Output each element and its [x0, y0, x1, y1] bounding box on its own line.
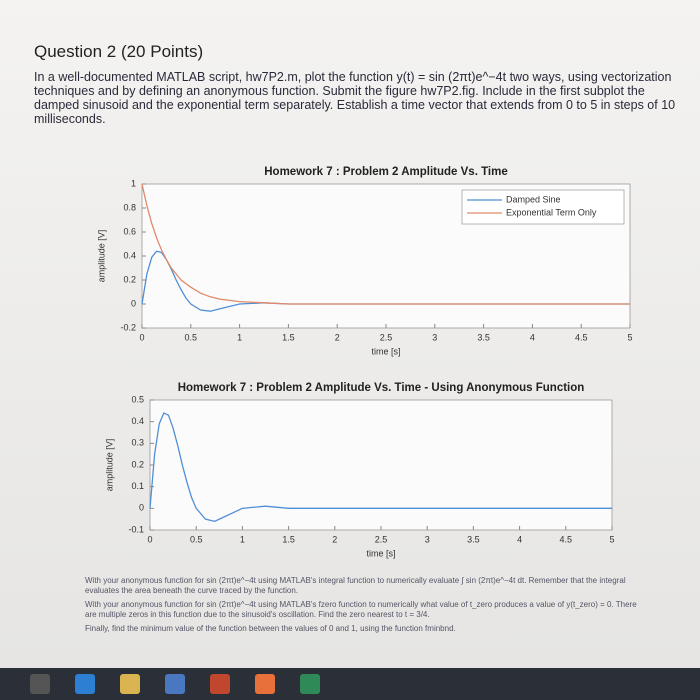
plot-area	[149, 399, 613, 531]
chart-title: Homework 7 : Problem 2 Amplitude Vs. Tim…	[178, 382, 585, 394]
taskbar	[0, 668, 700, 700]
data-line	[141, 183, 630, 305]
x-tick-label: 1.5	[282, 534, 295, 544]
x-tick-label: 2	[335, 332, 340, 342]
y-tick-label: 0.2	[123, 274, 136, 284]
app-icon[interactable]	[255, 674, 275, 694]
document: Question 2 (20 Points) In a well-documen…	[0, 0, 700, 668]
y-tick-label: 0	[139, 503, 144, 513]
y-tick-label: 0.4	[131, 416, 144, 426]
x-tick-label: 3	[432, 332, 437, 342]
x-tick-label: 2.5	[375, 534, 388, 544]
y-tick-label: 0	[131, 298, 136, 308]
x-tick-label: 4.5	[575, 332, 588, 342]
y-tick-label: 1	[131, 178, 136, 188]
y-tick-label: 0.8	[123, 202, 136, 212]
x-tick-label: 1	[240, 534, 245, 544]
x-tick-label: 5	[609, 534, 614, 544]
x-tick-label: 3	[425, 534, 430, 544]
y-axis-label: amplitude [V]	[96, 230, 106, 283]
y-tick-label: 0.6	[123, 226, 136, 236]
x-tick-label: 4.5	[560, 534, 573, 544]
note: With your anonymous function for sin (2π…	[85, 576, 626, 595]
notes: With your anonymous function for sin (2π…	[85, 576, 645, 638]
x-tick-label: 0	[139, 332, 144, 342]
note: With your anonymous function for sin (2π…	[85, 600, 637, 619]
x-tick-label: 4	[530, 332, 535, 342]
note: Finally, find the minimum value of the f…	[85, 624, 456, 633]
x-tick-label: 1	[237, 332, 242, 342]
app-icon[interactable]	[300, 674, 320, 694]
y-axis-label: amplitude [V]	[104, 439, 114, 492]
chart-title: Homework 7 : Problem 2 Amplitude Vs. Tim…	[264, 166, 507, 178]
x-tick-label: 0	[147, 534, 152, 544]
x-tick-label: 3.5	[477, 332, 490, 342]
y-tick-label: -0.2	[120, 322, 136, 332]
x-tick-label: 4	[517, 534, 522, 544]
x-tick-label: 1.5	[282, 332, 295, 342]
y-tick-label: 0.2	[131, 459, 144, 469]
x-axis-label: time [s]	[371, 346, 400, 356]
folder-icon[interactable]	[120, 674, 140, 694]
x-tick-label: 0.5	[190, 534, 203, 544]
start-icon[interactable]	[30, 674, 50, 694]
y-tick-label: 0.4	[123, 250, 136, 260]
question-text: In a well-documented MATLAB script, hw7P…	[34, 70, 676, 126]
x-tick-label: 2.5	[380, 332, 393, 342]
data-line	[149, 412, 612, 523]
x-tick-label: 0.5	[185, 332, 198, 342]
y-tick-label: 0.1	[131, 481, 144, 491]
x-axis-label: time [s]	[366, 548, 395, 558]
browser-icon[interactable]	[75, 674, 95, 694]
x-tick-label: 2	[332, 534, 337, 544]
x-tick-label: 3.5	[467, 534, 480, 544]
legend-label: Damped Sine	[506, 194, 561, 204]
app-icon[interactable]	[210, 674, 230, 694]
app-icon[interactable]	[165, 674, 185, 694]
y-tick-label: 0.3	[131, 438, 144, 448]
y-tick-label: -0.1	[128, 524, 144, 534]
charts: Homework 7 : Problem 2 Amplitude Vs. Tim…	[96, 166, 632, 558]
question-title: Question 2 (20 Points)	[34, 42, 204, 61]
legend-label: Exponential Term Only	[506, 207, 597, 217]
legend-box	[461, 189, 625, 225]
x-tick-label: 5	[627, 332, 632, 342]
y-tick-label: 0.5	[131, 394, 144, 404]
